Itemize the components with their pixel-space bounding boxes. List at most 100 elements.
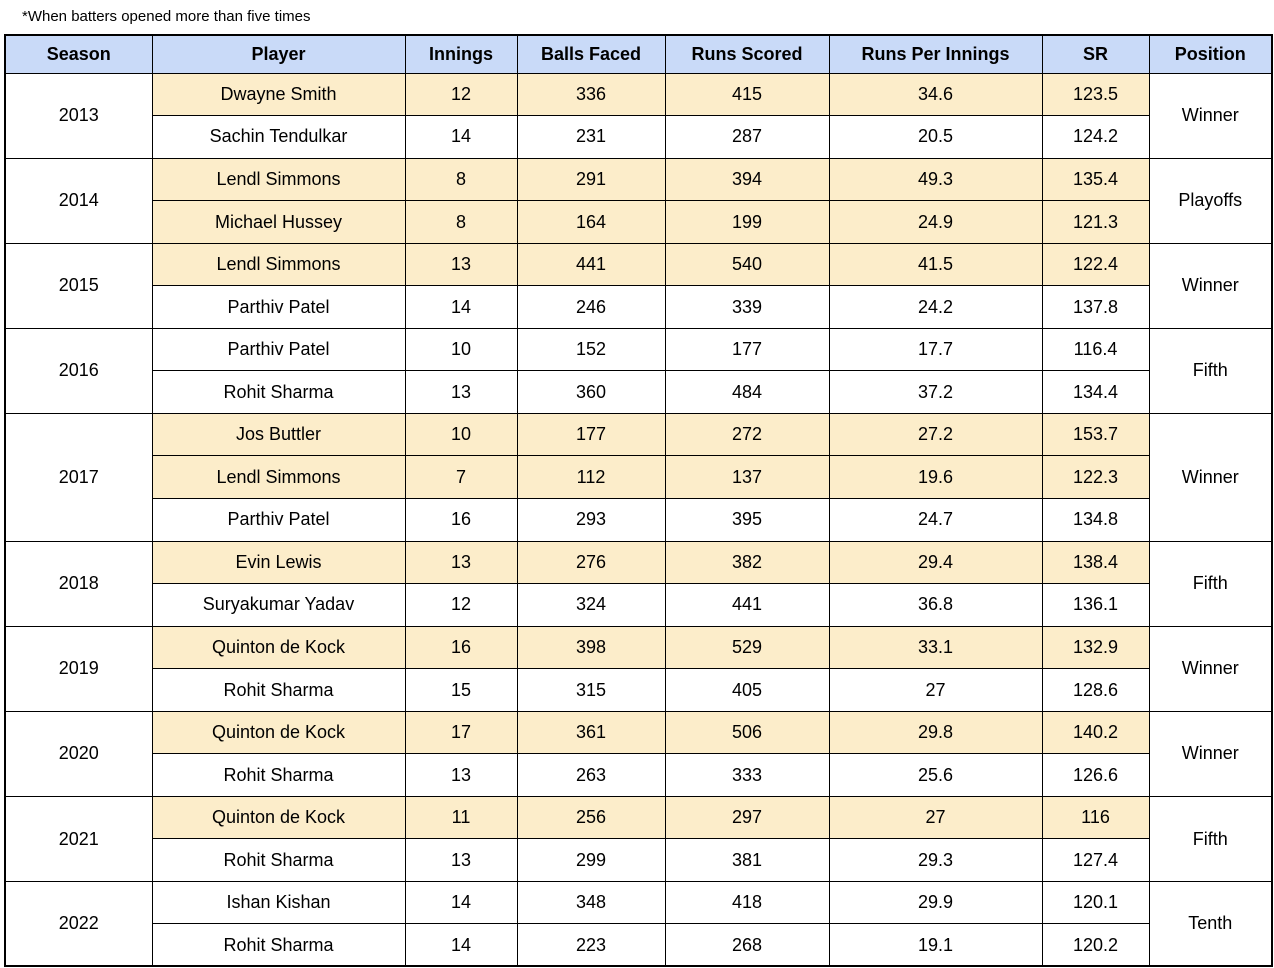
- runs-scored-cell: 395: [664, 497, 830, 542]
- table-row: 2013 Dwayne Smith 12 336 415 34.6 123.5 Winner: [4, 72, 1273, 159]
- runs-per-innings-cell: 29.4: [828, 540, 1043, 585]
- table-row: Lendl Simmons 7 112 137 19.6 122.3: [5, 455, 1272, 499]
- runs-scored-cell: 297: [664, 795, 830, 840]
- strike-rate-cell: 135.4: [1041, 157, 1150, 202]
- openers-stats-table: Season Player Innings Balls Faced Runs S…: [4, 34, 1273, 968]
- player-cell: Sachin Tendulkar: [151, 115, 406, 159]
- player-cell: Jos Buttler: [151, 412, 406, 457]
- runs-scored-cell: 484: [664, 370, 830, 414]
- season-cell: 2015: [4, 242, 153, 329]
- runs-scored-cell: 418: [664, 880, 830, 925]
- runs-scored-cell: 382: [664, 540, 830, 585]
- balls-faced-cell: 398: [516, 625, 666, 670]
- season-cell: 2019: [4, 625, 153, 712]
- balls-faced-cell: 315: [516, 668, 666, 712]
- position-cell: Playoffs: [1148, 157, 1273, 244]
- runs-scored-cell: 272: [664, 412, 830, 457]
- balls-faced-cell: 324: [516, 583, 666, 627]
- player-cell: Rohit Sharma: [151, 668, 406, 712]
- table-row: 2021 Quinton de Kock 11 256 297 27 116 Fifth: [4, 795, 1273, 882]
- table-row: Parthiv Patel 14 246 339 24.2 137.8: [5, 285, 1272, 329]
- innings-cell: 12: [404, 583, 518, 627]
- col-header-sr: SR: [1041, 34, 1150, 74]
- balls-faced-cell: 276: [516, 540, 666, 585]
- table-row: 2016 Parthiv Patel 10 152 177 17.7 116.4 Fifth: [4, 327, 1273, 414]
- balls-faced-cell: 441: [516, 242, 666, 287]
- table-footnote: *When batters opened more than five time…: [22, 8, 311, 25]
- player-cell: Quinton de Kock: [151, 710, 406, 755]
- table-row: Parthiv Patel 16 293 395 24.7 134.8: [5, 497, 1272, 542]
- strike-rate-cell: 132.9: [1041, 625, 1150, 670]
- innings-cell: 12: [404, 72, 518, 117]
- table-row: 2017 Jos Buttler 10 177 272 27.2 153.7 Winner: [4, 412, 1273, 542]
- balls-faced-cell: 291: [516, 157, 666, 202]
- strike-rate-cell: 126.6: [1041, 753, 1150, 797]
- balls-faced-cell: 336: [516, 72, 666, 117]
- runs-scored-cell: 339: [664, 285, 830, 329]
- table-row: 2015 Lendl Simmons 13 441 540 41.5 122.4 Winner: [4, 242, 1273, 329]
- season-cell: 2014: [4, 157, 153, 244]
- table-row: Sachin Tendulkar 14 231 287 20.5 124.2: [5, 115, 1272, 159]
- table-row: 2020 Quinton de Kock 17 361 506 29.8 140.2 Winn…: [4, 710, 1273, 797]
- runs-per-innings-cell: 49.3: [828, 157, 1043, 202]
- table-row: 2019 Quinton de Kock 16 398 529 33.1 132.9 Winn…: [4, 625, 1273, 712]
- season-cell: 2022: [4, 880, 153, 967]
- col-header-balls-faced: Balls Faced: [516, 34, 666, 74]
- table-row: 2018 Evin Lewis 13 276 382 29.4 138.4 Fifth: [4, 540, 1273, 627]
- balls-faced-cell: 360: [516, 370, 666, 414]
- strike-rate-cell: 140.2: [1041, 710, 1150, 755]
- runs-per-innings-cell: 17.7: [828, 327, 1043, 372]
- player-cell: Quinton de Kock: [151, 625, 406, 670]
- runs-per-innings-cell: 24.9: [828, 200, 1043, 244]
- innings-cell: 10: [404, 412, 518, 457]
- player-cell: Lendl Simmons: [151, 242, 406, 287]
- runs-per-innings-cell: 27.2: [828, 412, 1043, 457]
- innings-cell: 16: [404, 625, 518, 670]
- table-row: Rohit Sharma 13 299 381 29.3 127.4: [5, 838, 1272, 882]
- runs-per-innings-cell: 29.8: [828, 710, 1043, 755]
- runs-per-innings-cell: 27: [828, 668, 1043, 712]
- innings-cell: 13: [404, 242, 518, 287]
- season-cell: 2017: [4, 412, 153, 542]
- runs-per-innings-cell: 34.6: [828, 72, 1043, 117]
- strike-rate-cell: 128.6: [1041, 668, 1150, 712]
- player-cell: Ishan Kishan: [151, 880, 406, 925]
- balls-faced-cell: 361: [516, 710, 666, 755]
- table-row: 2014 Lendl Simmons 8 291 394 49.3 135.4 Playoff…: [4, 157, 1273, 244]
- runs-scored-cell: 199: [664, 200, 830, 244]
- strike-rate-cell: 121.3: [1041, 200, 1150, 244]
- innings-cell: 13: [404, 370, 518, 414]
- table-row: Rohit Sharma 15 315 405 27 128.6: [5, 668, 1272, 712]
- player-cell: Rohit Sharma: [151, 370, 406, 414]
- season-cell: 2021: [4, 795, 153, 882]
- innings-cell: 14: [404, 115, 518, 159]
- strike-rate-cell: 153.7: [1041, 412, 1150, 457]
- header-row: Season Player Innings Balls Faced Runs S…: [4, 34, 1273, 74]
- position-cell: Winner: [1148, 242, 1273, 329]
- runs-per-innings-cell: 24.2: [828, 285, 1043, 329]
- player-cell: Parthiv Patel: [151, 327, 406, 372]
- balls-faced-cell: 231: [516, 115, 666, 159]
- position-cell: Winner: [1148, 710, 1273, 797]
- innings-cell: 13: [404, 753, 518, 797]
- balls-faced-cell: 177: [516, 412, 666, 457]
- strike-rate-cell: 137.8: [1041, 285, 1150, 329]
- runs-scored-cell: 287: [664, 115, 830, 159]
- position-cell: Tenth: [1148, 880, 1273, 967]
- runs-per-innings-cell: 29.9: [828, 880, 1043, 925]
- player-cell: Rohit Sharma: [151, 753, 406, 797]
- balls-faced-cell: 299: [516, 838, 666, 882]
- runs-per-innings-cell: 25.6: [828, 753, 1043, 797]
- season-cell: 2018: [4, 540, 153, 627]
- runs-scored-cell: 529: [664, 625, 830, 670]
- innings-cell: 7: [404, 455, 518, 499]
- balls-faced-cell: 164: [516, 200, 666, 244]
- table-row: Michael Hussey 8 164 199 24.9 121.3: [5, 200, 1272, 244]
- col-header-player: Player: [151, 34, 406, 74]
- player-cell: Lendl Simmons: [151, 157, 406, 202]
- runs-scored-cell: 415: [664, 72, 830, 117]
- runs-per-innings-cell: 41.5: [828, 242, 1043, 287]
- balls-faced-cell: 246: [516, 285, 666, 329]
- runs-per-innings-cell: 19.6: [828, 455, 1043, 499]
